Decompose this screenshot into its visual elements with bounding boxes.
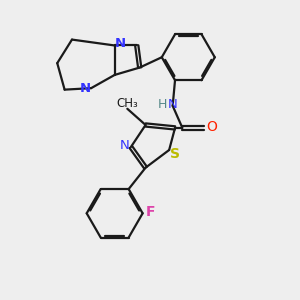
Text: N: N (119, 139, 129, 152)
Text: N: N (114, 37, 125, 50)
Text: CH₃: CH₃ (116, 97, 138, 110)
Text: H: H (158, 98, 167, 111)
Text: S: S (170, 147, 180, 161)
Text: N: N (168, 98, 178, 111)
Text: N: N (80, 82, 92, 95)
Text: F: F (146, 205, 156, 219)
Text: O: O (206, 120, 217, 134)
